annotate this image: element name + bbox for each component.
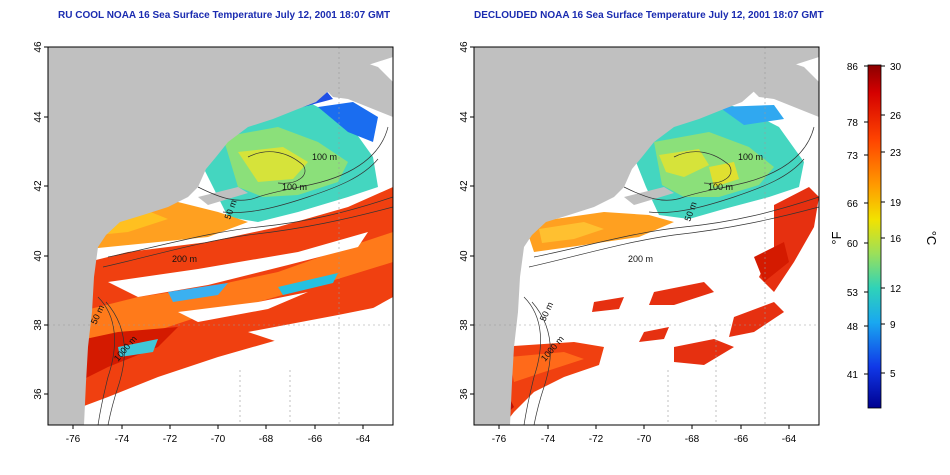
- colorbar-c-26: 26: [890, 111, 902, 122]
- colorbar-f-41: 41: [847, 370, 859, 381]
- right-xtick-m66: -66: [734, 434, 749, 445]
- right-contour-label-200m: 200 m: [628, 254, 653, 264]
- left-ytick-38: 38: [33, 319, 44, 331]
- right-map-panel: 100 m 100 m 50 m 200 m 50 m 1000 m 46 44…: [459, 41, 820, 445]
- colorbar-f-86: 86: [847, 62, 859, 73]
- colorbar-c-19: 19: [890, 198, 902, 209]
- colorbar-c-12: 12: [890, 284, 902, 295]
- left-xtick-m76: -76: [66, 434, 81, 445]
- left-xtick-m68: -68: [259, 434, 274, 445]
- left-contour-label-100m-b: 100 m: [282, 182, 307, 192]
- colorbar-c-23: 23: [890, 148, 902, 159]
- left-ytick-42: 42: [33, 180, 44, 192]
- colorbar-f-53: 53: [847, 288, 859, 299]
- colorbar-f-73: 73: [847, 151, 859, 162]
- colorbar-c-30: 30: [890, 62, 902, 73]
- left-gridlines: [48, 47, 393, 425]
- right-ytick-36: 36: [459, 388, 470, 400]
- colorbar-fahrenheit-label: °F: [829, 231, 844, 244]
- right-xtick-m70: -70: [637, 434, 652, 445]
- right-xtick-m68: -68: [685, 434, 700, 445]
- colorbar-celsius-label: °C: [924, 231, 939, 246]
- left-xtick-m72: -72: [163, 434, 178, 445]
- left-xtick-m66: -66: [308, 434, 323, 445]
- right-contour-label-100m-a: 100 m: [738, 152, 763, 162]
- right-ytick-42: 42: [459, 180, 470, 192]
- right-plot-frame: [473, 46, 820, 426]
- left-contour-label-200m: 200 m: [172, 254, 197, 264]
- colorbar-f-48: 48: [847, 322, 859, 333]
- right-xtick-m76: -76: [492, 434, 507, 445]
- left-xtick-m74: -74: [115, 434, 130, 445]
- left-map-panel: 100 m 100 m 50 m 200 m 50 m 1000 m 46 44: [33, 41, 394, 445]
- left-ytick-40: 40: [33, 250, 44, 262]
- temperature-colorbar: 86 78 73 66 60 53 48 41 30 26 23 19 16 1…: [829, 62, 939, 409]
- left-plot-frame: [47, 46, 394, 426]
- colorbar-c-5: 5: [890, 369, 896, 380]
- colorbar-f-66: 66: [847, 199, 859, 210]
- left-panel-title: RU COOL NOAA 16 Sea Surface Temperature …: [58, 10, 391, 21]
- right-gridlines: [474, 47, 819, 425]
- left-ytick-44: 44: [33, 111, 44, 123]
- left-contour-label-100m-a: 100 m: [312, 152, 337, 162]
- left-xtick-m70: -70: [211, 434, 226, 445]
- left-ytick-46: 46: [33, 41, 44, 53]
- colorbar-gradient: [868, 65, 881, 408]
- right-ytick-46: 46: [459, 41, 470, 53]
- right-xtick-m64: -64: [782, 434, 797, 445]
- right-contour-label-100m-b: 100 m: [708, 182, 733, 192]
- colorbar-f-60: 60: [847, 239, 859, 250]
- right-ytick-40: 40: [459, 250, 470, 262]
- colorbar-f-78: 78: [847, 118, 859, 129]
- left-xtick-m64: -64: [356, 434, 371, 445]
- colorbar-c-9: 9: [890, 320, 896, 331]
- right-panel-title: DECLOUDED NOAA 16 Sea Surface Temperatur…: [474, 10, 824, 21]
- right-ytick-38: 38: [459, 319, 470, 331]
- right-ytick-44: 44: [459, 111, 470, 123]
- colorbar-c-16: 16: [890, 234, 902, 245]
- left-ytick-36: 36: [33, 388, 44, 400]
- right-xtick-m72: -72: [589, 434, 604, 445]
- right-xtick-m74: -74: [541, 434, 556, 445]
